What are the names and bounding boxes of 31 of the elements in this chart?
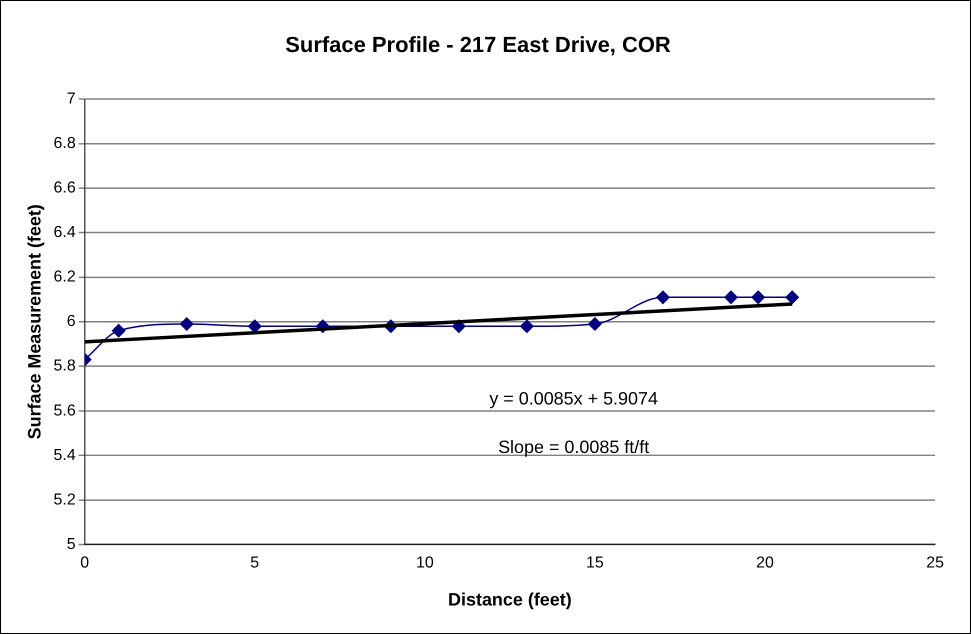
- point: [112, 324, 126, 338]
- point: [520, 320, 534, 333]
- y-tick-label: 5: [66, 536, 76, 553]
- point: [588, 317, 602, 331]
- point: [785, 290, 799, 304]
- x-tick-label: 15: [586, 554, 604, 572]
- y-tick-label: 6.8: [54, 135, 76, 152]
- y-tick-label: 6.4: [54, 224, 76, 242]
- x-tick-label: 5: [250, 554, 260, 572]
- y-tick-label: 5.2: [54, 491, 76, 508]
- x-tick-label: 0: [80, 554, 90, 572]
- x-tick-label: 25: [926, 554, 944, 572]
- point: [180, 317, 194, 331]
- y-axis-title: Surface Measurement (feet): [24, 204, 45, 440]
- y-tick-label: 7: [66, 90, 76, 108]
- x-tick-label: 20: [756, 554, 774, 572]
- point: [656, 290, 670, 304]
- point: [248, 320, 262, 333]
- point: [751, 290, 765, 304]
- chart-title: Surface Profile - 217 East Drive, COR: [285, 32, 671, 58]
- x-tick-label: 10: [416, 554, 434, 572]
- y-tick-label: 5.4: [54, 446, 76, 464]
- y-tick-label: 6.6: [54, 180, 76, 197]
- y-tick-label: 5.8: [54, 358, 76, 375]
- y-tick-label: 5.6: [54, 402, 76, 420]
- y-tick-label: 6: [66, 313, 76, 330]
- x-axis-title: Distance (feet): [448, 589, 572, 610]
- point: [724, 290, 738, 304]
- y-tick-label: 6.2: [54, 268, 76, 286]
- annotation: y = 0.0085x + 5.9074: [489, 388, 658, 409]
- annotation: Slope = 0.0085 ft/ft: [498, 436, 650, 457]
